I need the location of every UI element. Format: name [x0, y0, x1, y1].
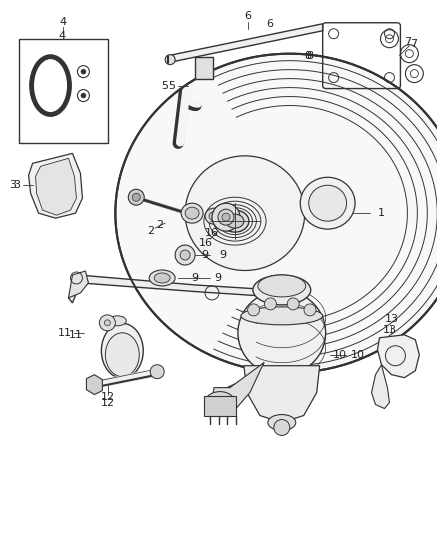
Text: 16: 16 [199, 238, 213, 248]
Text: 8: 8 [304, 51, 311, 61]
Text: 12: 12 [101, 392, 116, 401]
Bar [19, 39, 108, 143]
Bar [204, 395, 236, 416]
Ellipse shape [238, 290, 326, 375]
Circle shape [81, 69, 86, 74]
Circle shape [247, 304, 260, 316]
Circle shape [132, 193, 140, 201]
Circle shape [180, 250, 190, 260]
Polygon shape [86, 375, 102, 394]
Ellipse shape [205, 392, 235, 414]
Text: 9: 9 [219, 250, 226, 260]
Ellipse shape [309, 185, 346, 221]
Circle shape [150, 365, 164, 378]
Polygon shape [168, 24, 323, 63]
Ellipse shape [108, 316, 126, 326]
Text: 6: 6 [266, 19, 273, 29]
Circle shape [99, 315, 115, 331]
Ellipse shape [205, 208, 223, 224]
Ellipse shape [221, 210, 249, 232]
Ellipse shape [101, 324, 143, 378]
Text: 2: 2 [157, 220, 164, 230]
Text: 3: 3 [14, 180, 21, 190]
Ellipse shape [241, 307, 323, 325]
Ellipse shape [106, 333, 139, 377]
Circle shape [128, 189, 144, 205]
Text: 11: 11 [68, 330, 82, 340]
Text: 8: 8 [307, 51, 314, 61]
Text: 10: 10 [350, 350, 364, 360]
Text: 11: 11 [57, 328, 71, 338]
Text: 9: 9 [215, 273, 222, 283]
Text: 9: 9 [201, 250, 208, 260]
Circle shape [287, 298, 299, 310]
Ellipse shape [258, 275, 306, 297]
Text: 9: 9 [191, 273, 199, 283]
Polygon shape [68, 271, 88, 298]
Text: 7: 7 [404, 37, 411, 47]
Bar [195, 56, 213, 78]
Ellipse shape [226, 214, 244, 228]
Ellipse shape [149, 270, 175, 286]
Circle shape [218, 209, 234, 225]
Circle shape [304, 304, 316, 316]
Text: 13: 13 [382, 325, 396, 335]
Ellipse shape [115, 54, 438, 373]
Text: 7: 7 [410, 39, 417, 49]
Ellipse shape [268, 415, 296, 431]
Ellipse shape [181, 203, 203, 223]
Ellipse shape [253, 275, 311, 305]
Circle shape [222, 213, 230, 221]
Text: 5: 5 [169, 80, 176, 91]
Ellipse shape [185, 207, 199, 219]
Polygon shape [371, 365, 389, 409]
Polygon shape [28, 154, 82, 218]
Text: 3: 3 [10, 180, 17, 190]
Text: 2: 2 [147, 226, 154, 236]
Text: 16: 16 [205, 228, 219, 238]
Circle shape [165, 55, 175, 64]
Text: 13: 13 [385, 314, 399, 324]
Circle shape [212, 203, 240, 231]
Ellipse shape [300, 177, 355, 229]
Circle shape [81, 93, 86, 98]
Text: 4: 4 [60, 17, 67, 27]
Text: 4: 4 [59, 31, 66, 41]
Text: 10: 10 [332, 350, 346, 360]
Text: 12: 12 [101, 398, 116, 408]
Ellipse shape [154, 273, 170, 283]
Polygon shape [244, 366, 320, 423]
Ellipse shape [209, 212, 219, 221]
Ellipse shape [185, 156, 305, 270]
Circle shape [265, 298, 276, 310]
Text: 1: 1 [378, 208, 385, 218]
Text: 5: 5 [162, 80, 169, 91]
Circle shape [274, 419, 290, 435]
Polygon shape [210, 362, 264, 416]
Polygon shape [35, 158, 77, 215]
Circle shape [104, 320, 110, 326]
Polygon shape [378, 335, 419, 378]
Polygon shape [68, 275, 292, 303]
Text: 6: 6 [244, 11, 251, 21]
Circle shape [175, 245, 195, 265]
